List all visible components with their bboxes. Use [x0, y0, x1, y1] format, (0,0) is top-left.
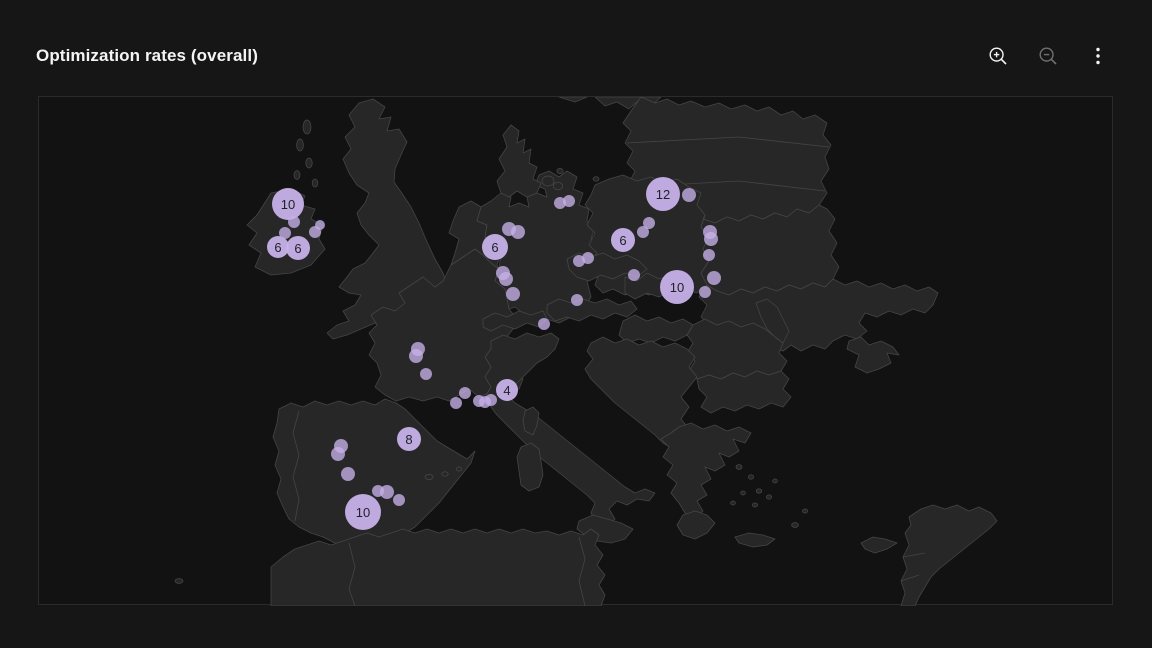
map-point-marker[interactable]: [485, 394, 497, 406]
map-point-marker[interactable]: [409, 349, 423, 363]
cluster-bubble[interactable]: 6: [286, 236, 310, 260]
map-point-marker[interactable]: [372, 485, 384, 497]
islands-denmark: [541, 175, 555, 187]
map-point-marker[interactable]: [499, 272, 513, 286]
map-point-marker[interactable]: [341, 467, 355, 481]
peninsula-crimea: [846, 336, 900, 374]
peninsula-peloponnese: [676, 510, 716, 540]
map-point-marker[interactable]: [393, 494, 405, 506]
map-point-marker[interactable]: [279, 227, 291, 239]
country-bulgaria: [696, 370, 792, 414]
cluster-bubble[interactable]: 10: [345, 494, 381, 530]
cluster-bubble[interactable]: 4: [496, 379, 518, 401]
cluster-count-label: 12: [656, 187, 670, 202]
country-sweden-tip: [558, 97, 588, 103]
page-title: Optimization rates (overall): [36, 46, 258, 65]
map-point-marker[interactable]: [538, 318, 550, 330]
zoom-out-button[interactable]: [1036, 44, 1060, 68]
cluster-count-label: 8: [405, 432, 412, 447]
kebab-menu-icon: [1087, 45, 1109, 67]
border-israel: [900, 574, 920, 582]
toolbar: [986, 44, 1110, 68]
cluster-count-label: 4: [503, 383, 510, 398]
cluster-bubble[interactable]: 6: [611, 228, 635, 252]
map-point-marker[interactable]: [331, 447, 345, 461]
cluster-bubble[interactable]: 8: [397, 427, 421, 451]
map-point-marker[interactable]: [380, 485, 394, 499]
map-point-marker[interactable]: [704, 232, 718, 246]
map-point-marker[interactable]: [582, 252, 594, 264]
country-austria: [546, 298, 638, 322]
islands-hebrides: [302, 119, 312, 135]
zoom-out-icon: [1037, 45, 1059, 67]
country-moldova: [755, 298, 790, 344]
cluster-count-label: 6: [619, 233, 626, 248]
island-sardinia: [516, 442, 544, 492]
map-point-marker[interactable]: [571, 294, 583, 306]
map-point-marker[interactable]: [643, 217, 655, 229]
border-lebanon: [902, 552, 926, 558]
country-denmark: [496, 124, 542, 198]
border-algeria-tunisia: [578, 536, 586, 606]
islands-balearic: [424, 474, 434, 480]
map-point-marker[interactable]: [420, 368, 432, 380]
map-point-marker[interactable]: [699, 286, 711, 298]
cluster-count-label: 10: [356, 505, 370, 520]
cluster-count-label: 10: [670, 280, 684, 295]
cluster-count-label: 6: [294, 241, 301, 256]
map-chart-panel[interactable]: 10 6 6 6 12 6 10 4 8 10: [38, 96, 1114, 606]
islands-aegean: [735, 464, 743, 470]
region-north-africa: [270, 528, 606, 606]
cluster-bubble[interactable]: 10: [272, 188, 304, 220]
map-point-marker[interactable]: [703, 249, 715, 261]
cluster-count-label: 10: [281, 197, 295, 212]
cluster-bubble[interactable]: 6: [267, 236, 289, 258]
island-cyprus: [860, 536, 898, 554]
map-point-marker[interactable]: [682, 188, 696, 202]
border-estonia-latvia: [626, 136, 830, 148]
cluster-bubble[interactable]: 12: [646, 177, 680, 211]
region-west-balkans: [584, 336, 698, 450]
map-point-marker[interactable]: [315, 220, 325, 230]
border-portugal-spain: [292, 410, 300, 522]
country-switzerland: [482, 310, 548, 332]
overflow-menu-button[interactable]: [1086, 44, 1110, 68]
island-crete: [734, 532, 776, 548]
map-point-marker[interactable]: [450, 397, 462, 409]
map-point-marker[interactable]: [707, 271, 721, 285]
cluster-bubble[interactable]: 6: [482, 234, 508, 260]
country-italy: [484, 332, 656, 528]
cluster-count-label: 6: [491, 240, 498, 255]
island-madeira: [174, 578, 184, 584]
map-point-marker[interactable]: [459, 387, 471, 399]
map-point-marker[interactable]: [563, 195, 575, 207]
cluster-bubble[interactable]: 10: [660, 270, 694, 304]
region-levant: [900, 504, 998, 606]
map-point-marker[interactable]: [511, 225, 525, 239]
map-point-marker[interactable]: [554, 197, 566, 209]
widget-header: Optimization rates (overall): [36, 38, 1110, 74]
island-rhodes: [791, 522, 799, 528]
map-point-marker[interactable]: [637, 226, 649, 238]
cluster-count-label: 6: [274, 240, 281, 255]
region-iberia: [272, 398, 476, 550]
island-corsica: [522, 406, 540, 436]
map-point-marker[interactable]: [506, 287, 520, 301]
island-bornholm: [592, 176, 600, 182]
country-hungary: [618, 314, 694, 344]
zoom-in-button[interactable]: [986, 44, 1010, 68]
zoom-in-icon: [987, 45, 1009, 67]
map-countries: [174, 97, 998, 606]
map-point-marker[interactable]: [628, 269, 640, 281]
border-morocco-algeria: [348, 542, 356, 606]
country-great-britain: [326, 98, 450, 340]
country-greece: [660, 422, 752, 520]
